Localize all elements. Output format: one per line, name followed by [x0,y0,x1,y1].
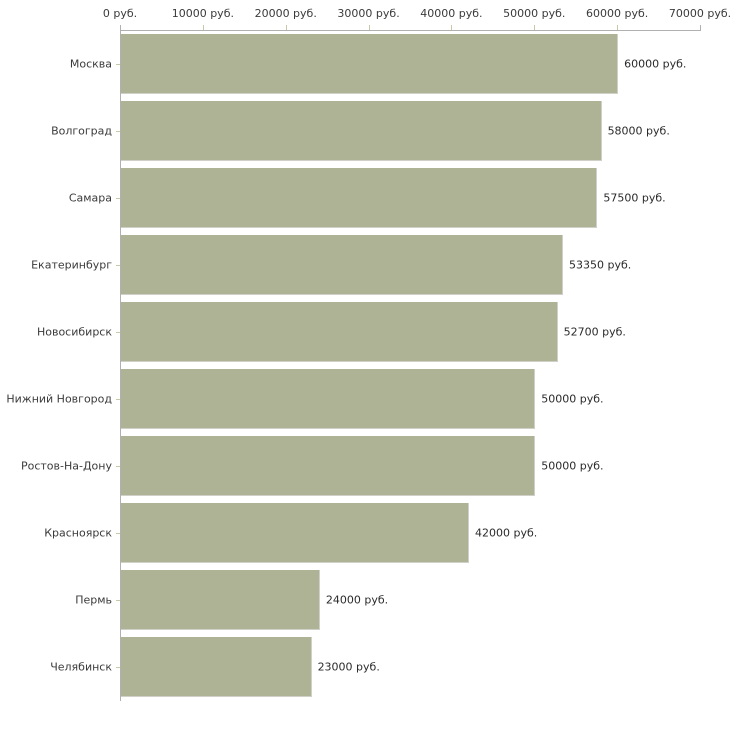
y-axis-tick [116,398,120,400]
bar[interactable] [121,167,598,228]
y-axis-category-label: Пермь [75,593,112,606]
y-axis-category-label: Самара [68,191,112,204]
bar[interactable] [121,502,469,563]
bar-value-label: 50000 руб. [541,459,604,472]
x-axis-tick-label: 70000 руб. [668,7,730,20]
y-axis-category-label: Волгоград [51,124,112,137]
bar-value-label: 23000 руб. [317,660,380,673]
x-axis-tick [202,25,204,30]
bar-value-label: 24000 руб. [325,593,389,606]
x-axis-tick [451,25,453,30]
x-axis-tick-label: 30000 руб. [337,7,400,20]
y-axis-tick [116,465,120,467]
x-axis-tick [368,25,370,30]
y-axis-category-label: Красноярск [44,526,112,539]
x-axis-tick [120,25,121,30]
y-axis-category-label: Челябинск [50,660,112,673]
y-axis-tick [116,130,120,132]
x-axis-tick-label: 50000 руб. [503,7,566,20]
bar[interactable] [121,301,558,362]
y-axis-category-label: Ростов-На-Дону [20,459,112,472]
bar-value-label: 60000 руб. [624,57,687,70]
bar[interactable] [121,33,619,94]
x-axis-tick-label: 0 руб. [102,7,138,20]
plot-area: 0 руб. 10000 руб. 20000 руб. 30000 руб. 4000… [103,8,730,700]
bar[interactable] [121,569,320,630]
bar-value-label: 52700 руб. [563,325,626,338]
y-axis-tick [116,197,120,199]
x-axis-tick [700,25,701,30]
x-axis-line [120,30,701,31]
y-axis-tick [116,63,120,65]
x-axis-tick-label: 60000 руб. [586,7,649,20]
bar[interactable] [121,435,536,496]
bar-value-label: 42000 руб. [475,526,538,539]
bar[interactable] [121,100,602,161]
x-axis-tick-label: 40000 руб. [420,7,483,20]
bar-value-label: 58000 руб. [607,124,670,137]
bar[interactable] [121,368,536,429]
y-axis-category-label: Новосибирск [36,325,112,338]
bar[interactable] [121,234,564,295]
x-axis-tick [617,25,619,30]
x-axis-tick-label: 10000 руб. [171,7,234,20]
y-axis-tick [116,331,120,333]
bar[interactable] [121,636,312,697]
bar-value-label: 53350 руб. [569,258,632,271]
bar-value-label: 57500 руб. [603,191,666,204]
y-axis-tick [116,532,120,534]
y-axis-line [120,30,121,701]
y-axis-category-label: Екатеринбург [31,258,112,271]
y-axis-tick [116,264,120,266]
y-axis-category-label: Москва [69,57,112,70]
y-axis-category-label: Нижний Новгород [6,392,112,405]
y-axis-tick [116,666,120,668]
bar-value-label: 50000 руб. [541,392,604,405]
x-axis-tick [285,25,287,30]
y-axis-tick [116,599,120,601]
x-axis-tick [534,25,536,30]
x-axis-tick-label: 20000 руб. [254,7,317,20]
